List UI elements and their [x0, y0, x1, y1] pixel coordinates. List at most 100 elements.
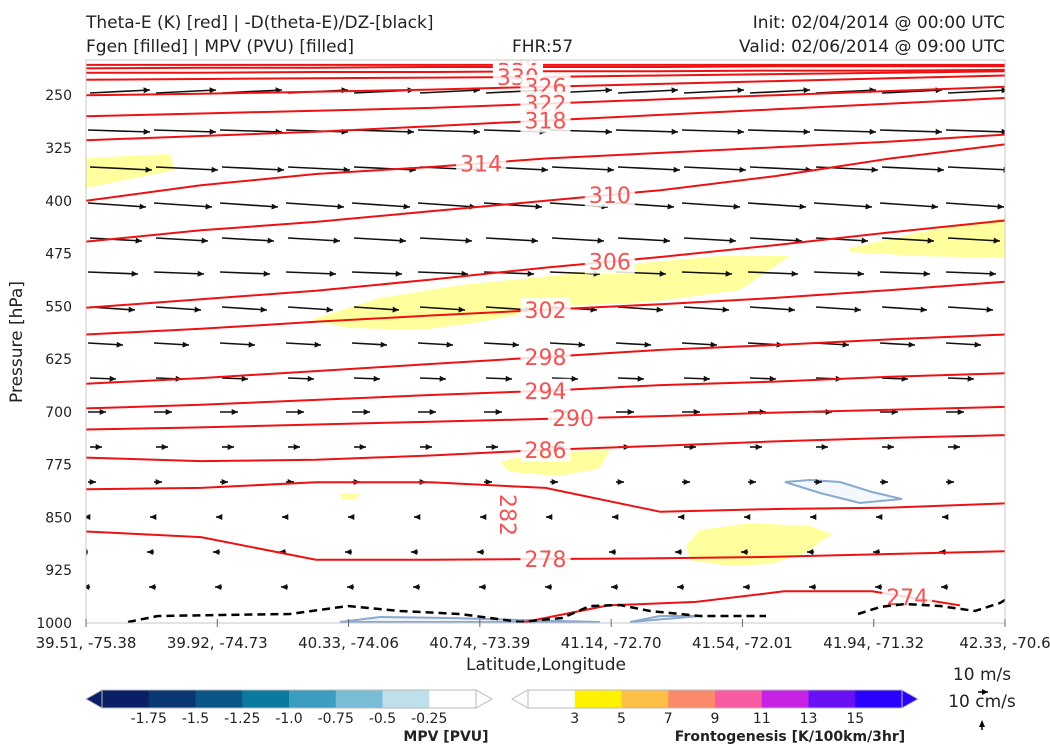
wind-vector-head: [348, 514, 355, 520]
wind-vector-head: [248, 341, 255, 348]
wind-vector: [947, 89, 1005, 94]
y-tick-label: 400: [45, 194, 72, 210]
wind-vector-head: [399, 237, 406, 244]
wind-vector: [879, 271, 931, 275]
wind-vector-head: [875, 584, 882, 590]
wind-vector: [617, 306, 664, 311]
wind-vector-head: [815, 479, 822, 485]
contour-label-310: 310: [589, 184, 631, 209]
wind-vector-head: [145, 166, 152, 173]
y-tick-label: 550: [45, 299, 72, 315]
wind-vector-head: [329, 270, 336, 277]
colorbar-high-extend: [475, 689, 494, 709]
theta-e-contour-306: [86, 219, 1005, 309]
wind-vector-head: [527, 270, 534, 277]
contour-label-314: 314: [460, 152, 502, 177]
y-tick-label: 775: [45, 458, 72, 474]
wind-vector-head: [931, 203, 938, 210]
wind-vector-head: [260, 306, 267, 313]
wind-vector-head: [927, 237, 934, 244]
mpv-colorbar: -1.75 -1.5 -1.25 -1.0 -0.75 -0.5 -0.25: [84, 689, 494, 727]
contour-label-bg: [520, 297, 571, 322]
wind-vector: [683, 89, 745, 94]
wind-vector-head: [809, 584, 816, 590]
colorbar-frame: [527, 689, 903, 709]
wind-vector: [747, 129, 811, 133]
wind-vector: [615, 129, 679, 133]
wind-vector-head: [86, 514, 91, 520]
wind-vector: [351, 202, 411, 208]
wind-vector: [749, 166, 813, 171]
colorbar-low-extend: [84, 689, 103, 709]
theta-e-contour-310: [86, 143, 1005, 243]
wind-vector-head: [741, 549, 748, 555]
chart-title-line2: Fgen [filled] | MPV (PVU) [filled]: [86, 37, 355, 57]
theta-e-contour-338: [86, 65, 1005, 70]
wind-vector-head: [395, 270, 402, 277]
wind-vector: [351, 271, 403, 275]
wind-vector-head: [677, 584, 684, 590]
wind-vector: [87, 271, 139, 275]
wind-vector-head: [535, 203, 542, 210]
wind-vector-head: [182, 341, 189, 348]
wind-vector-head: [803, 128, 810, 135]
wind-vector: [813, 129, 877, 133]
wind-vector-head: [947, 479, 954, 485]
wind-vector: [87, 129, 151, 133]
wind-vector-head: [128, 306, 135, 313]
wind-vector-head: [267, 237, 274, 244]
wind-vector-head: [131, 270, 138, 277]
wind-vector-head: [671, 87, 678, 94]
wind-vector: [287, 306, 334, 311]
contour-label-bg: [584, 249, 635, 274]
wind-vector-head: [205, 203, 212, 210]
wind-vector-head: [1003, 166, 1005, 173]
wind-vector-head: [465, 237, 472, 244]
colorbar-swatch: [102, 690, 150, 708]
contour-label-318: 318: [525, 110, 567, 135]
wind-vector-head: [788, 306, 795, 313]
wind-vector-head: [737, 128, 744, 135]
wind-vector-head: [876, 514, 883, 520]
contour-label-278: 278: [525, 548, 567, 573]
wind-vector-head: [857, 270, 864, 277]
contour-label-bg: [456, 151, 507, 176]
wind-vector: [881, 89, 943, 94]
wind-vector: [419, 306, 466, 311]
y-tick-label: 700: [45, 405, 72, 421]
wind-vector: [417, 271, 469, 275]
wind-vector-head: [281, 584, 288, 590]
wind-vector-head: [425, 444, 432, 450]
wind-vector: [153, 202, 213, 208]
wind-vector-head: [213, 549, 220, 555]
wind-vector-head: [609, 549, 616, 555]
wind-vector-head: [373, 375, 380, 382]
wind-vector: [881, 166, 945, 171]
x-tick-label: 39.92, -74.73: [167, 634, 268, 652]
wind-vector-head: [743, 584, 750, 590]
colorbar-swatch: [242, 690, 290, 708]
valid-time: Valid: 02/06/2014 @ 09:00 UTC: [739, 37, 1005, 57]
wind-vector-head: [314, 341, 321, 348]
wind-vector-head: [95, 444, 102, 450]
wind-vector-head: [749, 479, 756, 485]
wind-vector: [815, 306, 862, 311]
wind-vector-head: [729, 237, 736, 244]
contour-label-302: 302: [525, 299, 567, 324]
colorbar-swatch: [528, 690, 576, 708]
wind-vector-head: [578, 341, 585, 348]
wind-vector-head: [221, 479, 228, 485]
plot-frame: [85, 59, 1006, 624]
wind-vector-head: [733, 203, 740, 210]
colorbar-tick-label: 11: [753, 711, 771, 727]
wind-vector-head: [231, 409, 238, 415]
wind-vector-head: [673, 166, 680, 173]
wind-vector-head: [683, 479, 690, 485]
contour-label-298: 298: [525, 346, 567, 371]
wind-vector: [155, 166, 219, 171]
wind-vector: [617, 237, 671, 242]
colorbar-tick-label: -0.25: [411, 711, 447, 727]
wind-vector: [681, 202, 741, 208]
wind-vector: [747, 202, 807, 208]
wind-vector: [749, 306, 796, 311]
